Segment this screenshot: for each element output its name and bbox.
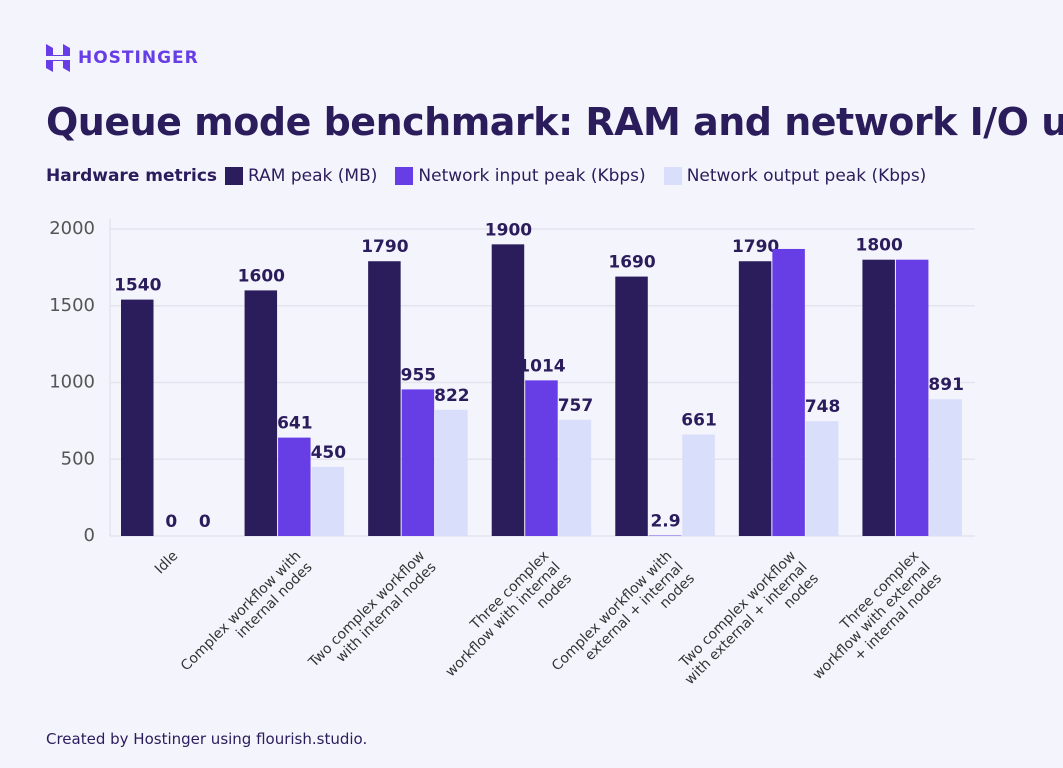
y-tick-label: 0 — [84, 525, 95, 546]
legend-label: Network output peak (Kbps) — [686, 166, 927, 186]
legend-item: Network output peak (Kbps) — [663, 166, 927, 186]
bar — [491, 244, 525, 536]
legend: Hardware metrics RAM peak (MB) Network in… — [46, 166, 944, 186]
bar — [805, 421, 839, 536]
bar — [401, 389, 435, 536]
legend-label: Network input peak (Kbps) — [418, 166, 646, 186]
bar — [615, 276, 648, 536]
data-label: 955 — [401, 365, 437, 385]
legend-swatch — [395, 167, 414, 185]
bar — [278, 437, 311, 536]
brand: HOSTINGER — [46, 44, 199, 72]
brand-name: HOSTINGER — [78, 48, 199, 68]
y-tick-label: 1000 — [49, 372, 95, 393]
data-label: 661 — [681, 411, 717, 431]
bar — [368, 261, 401, 536]
bar — [682, 434, 715, 536]
data-label: 641 — [277, 414, 313, 434]
data-label: 748 — [805, 397, 841, 417]
data-label: 1800 — [856, 236, 903, 256]
data-label: 822 — [434, 386, 470, 406]
chart-title: Queue mode benchmark: RAM and network I/… — [46, 100, 1063, 144]
bar — [244, 290, 278, 536]
legend-label: RAM peak (MB) — [248, 166, 378, 186]
data-label: 1014 — [518, 356, 565, 376]
data-label: 1790 — [732, 237, 779, 257]
bar — [558, 419, 592, 536]
bar — [929, 399, 962, 536]
brand-logo — [46, 44, 70, 72]
data-label: 2.9 — [650, 512, 680, 532]
data-label: 1790 — [361, 237, 408, 257]
bar — [738, 261, 772, 536]
legend-title: Hardware metrics — [46, 166, 218, 186]
data-label: 891 — [928, 375, 964, 395]
legend-item: RAM peak (MB) — [225, 166, 377, 186]
legend-swatch — [225, 167, 244, 185]
data-label: 757 — [558, 396, 594, 416]
y-tick-label: 1500 — [49, 295, 95, 316]
footer: Created by Hostinger using flourish.stud… — [46, 730, 368, 748]
y-tick-label: 2000 — [49, 218, 95, 239]
legend-swatch — [663, 167, 682, 185]
data-label: 1900 — [485, 220, 532, 240]
bar — [525, 380, 558, 536]
data-label: 1600 — [238, 266, 285, 286]
data-label: 450 — [311, 443, 347, 463]
data-label: 0 — [165, 512, 177, 532]
bar — [435, 409, 468, 536]
bar — [862, 259, 895, 536]
bar — [772, 248, 805, 536]
bar — [895, 259, 929, 536]
data-label: 1690 — [608, 253, 655, 273]
data-label: 0 — [199, 512, 211, 532]
bar — [121, 299, 154, 536]
y-tick-label: 500 — [61, 448, 95, 469]
bar — [311, 466, 345, 536]
legend-item: Network input peak (Kbps) — [395, 166, 646, 186]
data-label: 1540 — [114, 276, 161, 296]
